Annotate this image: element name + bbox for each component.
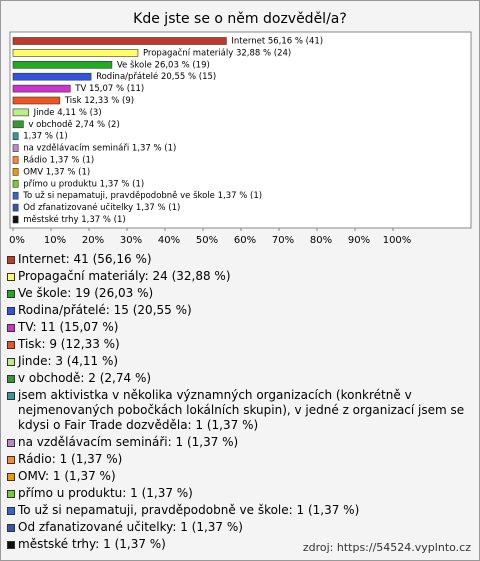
bar-label: Tisk 12,33 % (9) bbox=[64, 96, 134, 106]
legend-label: jsem aktivistka v několika významných or… bbox=[18, 388, 465, 432]
legend-swatch bbox=[7, 341, 15, 349]
bar-label: Ve škole 26,03 % (19) bbox=[117, 59, 210, 70]
legend-item: Propagační materiály: 24 (32,88 %) bbox=[7, 269, 469, 284]
bar bbox=[12, 84, 71, 93]
legend-item: Internet: 41 (56,16 %) bbox=[7, 252, 469, 267]
legend-label: Ve škole: 19 (26,03 %) bbox=[18, 286, 154, 300]
legend-swatch bbox=[7, 541, 15, 549]
legend-label: Tisk: 9 (12,33 %) bbox=[18, 337, 120, 351]
bar bbox=[12, 60, 113, 69]
bar bbox=[12, 72, 92, 81]
legend-item: v obchodě: 2 (2,74 %) bbox=[7, 371, 469, 386]
legend-label: Rodina/přátelé: 15 (20,55 %) bbox=[18, 303, 192, 317]
x-tick-label: 50% bbox=[196, 235, 218, 246]
legend-item: TV: 11 (15,07 %) bbox=[7, 320, 469, 335]
legend-label: TV: 11 (15,07 %) bbox=[18, 320, 119, 334]
legend-item: přímo u produktu: 1 (1,37 %) bbox=[7, 486, 469, 501]
x-tick-label: 10% bbox=[44, 235, 66, 246]
bar-label: Od zfanatizované učitelky 1,37 % (1) bbox=[23, 202, 180, 213]
legend: Internet: 41 (56,16 %) Propagační materiá… bbox=[7, 252, 469, 554]
x-tick-label: 100% bbox=[383, 235, 412, 246]
bar-label: TV 15,07 % (11) bbox=[74, 84, 144, 94]
x-tick-label: 20% bbox=[82, 235, 104, 246]
legend-item: Rádio: 1 (1,37 %) bbox=[7, 452, 469, 467]
x-tick-label: 80% bbox=[310, 235, 332, 246]
legend-item: městské trhy: 1 (1,37 %) bbox=[7, 537, 469, 552]
legend-item: Od zfanatizované učitelky: 1 (1,37 %) bbox=[7, 520, 469, 535]
legend-swatch bbox=[7, 392, 15, 400]
legend-swatch bbox=[7, 524, 15, 532]
legend-item: Ve škole: 19 (26,03 %) bbox=[7, 286, 469, 301]
legend-label: To už si nepamatuji, pravděpodobně ve šk… bbox=[18, 503, 360, 517]
legend-label: na vzdělávacím semináři: 1 (1,37 %) bbox=[18, 435, 239, 449]
bar-label: v obchodě 2,74 % (2) bbox=[28, 120, 119, 130]
legend-swatch bbox=[7, 507, 15, 515]
legend-item: To už si nepamatuji, pravděpodobně ve šk… bbox=[7, 503, 469, 518]
legend-label: přímo u produktu: 1 (1,37 %) bbox=[18, 486, 193, 500]
legend-item: OMV: 1 (1,37 %) bbox=[7, 469, 469, 484]
legend-swatch bbox=[7, 375, 15, 383]
legend-label: Od zfanatizované učitelky: 1 (1,37 %) bbox=[18, 520, 243, 534]
bar bbox=[12, 96, 61, 105]
bar-label: Internet 56,16 % (41) bbox=[231, 37, 323, 47]
x-tick-label: 0% bbox=[9, 235, 25, 246]
bar bbox=[12, 180, 19, 188]
legend-label: v obchodě: 2 (2,74 %) bbox=[18, 371, 152, 385]
legend-label: Internet: 41 (56,16 %) bbox=[18, 252, 152, 266]
bar-label: na vzdělávacím semináři 1,37 % (1) bbox=[23, 144, 176, 154]
legend-swatch bbox=[7, 256, 15, 264]
bar-label: To už si nepamatuji, pravděpodobně ve šk… bbox=[22, 190, 262, 201]
legend-swatch bbox=[7, 490, 15, 498]
bar-label: městské trhy 1,37 % (1) bbox=[23, 214, 126, 225]
x-tick-label: 70% bbox=[272, 235, 294, 246]
bar bbox=[12, 144, 19, 152]
legend-swatch bbox=[7, 473, 15, 481]
legend-item: Rodina/přátelé: 15 (20,55 %) bbox=[7, 303, 469, 318]
bar bbox=[12, 215, 19, 224]
bar bbox=[12, 156, 19, 164]
bar-label: Propagační materiály 32,88 % (24) bbox=[143, 47, 291, 58]
legend-label: Propagační materiály: 24 (32,88 %) bbox=[18, 269, 231, 283]
bar-label: Jinde 4,11 % (3) bbox=[33, 108, 102, 118]
bar-label: Rádio 1,37 % (1) bbox=[23, 156, 94, 166]
source: zdroj: https://54524.vyplnto.cz bbox=[302, 541, 471, 554]
legend-item: jsem aktivistka v několika významných or… bbox=[7, 388, 469, 433]
x-tick-label: 60% bbox=[234, 235, 256, 246]
legend-item: Tisk: 9 (12,33 %) bbox=[7, 337, 469, 352]
bar-label: OMV 1,37 % (1) bbox=[23, 167, 90, 177]
legend-label: Jinde: 3 (4,11 %) bbox=[18, 354, 119, 368]
bar-label: Rodina/přátelé 20,55 % (15) bbox=[96, 71, 216, 82]
legend-swatch bbox=[7, 273, 15, 281]
x-tick-label: 40% bbox=[158, 235, 180, 246]
bar-label: 1,37 % (1) bbox=[23, 132, 67, 142]
legend-label: městské trhy: 1 (1,37 %) bbox=[18, 537, 166, 551]
bar bbox=[12, 203, 19, 212]
legend-swatch bbox=[7, 439, 15, 447]
legend-swatch bbox=[7, 358, 15, 366]
legend-swatch bbox=[7, 456, 15, 464]
x-tick-label: 90% bbox=[348, 235, 370, 246]
bar bbox=[12, 191, 19, 200]
bar bbox=[12, 49, 139, 57]
legend-swatch bbox=[7, 307, 15, 315]
legend-swatch bbox=[7, 324, 15, 332]
legend-swatch bbox=[7, 290, 15, 298]
bar bbox=[12, 132, 19, 140]
chart-title: Kde jste se o něm dozvěděl/a? bbox=[133, 11, 347, 27]
bar-label: přímo u produktu 1,37 % (1) bbox=[23, 179, 144, 189]
legend-label: OMV: 1 (1,37 %) bbox=[18, 469, 116, 483]
legend-item: na vzdělávacím semináři: 1 (1,37 %) bbox=[7, 435, 469, 450]
bar bbox=[12, 37, 227, 45]
legend-item: Jinde: 3 (4,11 %) bbox=[7, 354, 469, 369]
plot: Kde jste se o něm dozvěděl/a? 0% 10% 20% 30… bbox=[9, 11, 472, 246]
bar bbox=[12, 120, 24, 129]
legend-label: Rádio: 1 (1,37 %) bbox=[18, 452, 123, 466]
bar bbox=[12, 168, 19, 176]
x-tick-label: 30% bbox=[120, 235, 142, 246]
bar bbox=[12, 108, 29, 117]
